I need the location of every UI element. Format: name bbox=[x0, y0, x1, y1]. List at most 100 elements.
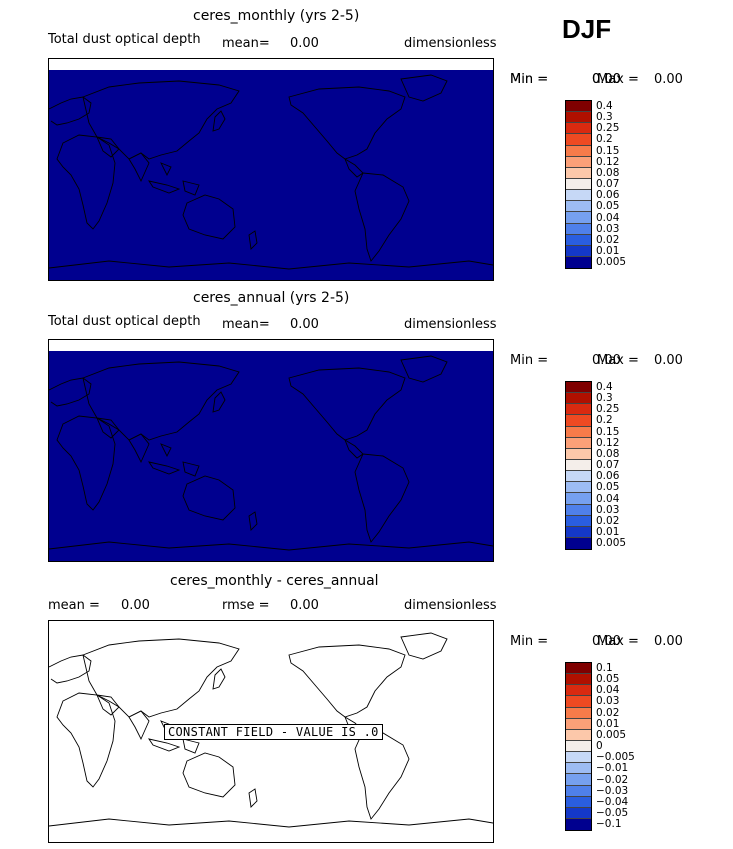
colorbar-tick-label: 0.3 bbox=[596, 392, 613, 405]
colorbar-swatch bbox=[566, 415, 591, 427]
coastline bbox=[49, 260, 493, 270]
coastline bbox=[128, 710, 150, 741]
panel3-rmse-label: rmse = bbox=[222, 598, 270, 613]
season-label: DJF bbox=[562, 14, 612, 44]
colorbar-swatch bbox=[566, 448, 591, 460]
colorbar-swatch bbox=[566, 796, 591, 808]
panel3-min-value: 0.00 bbox=[592, 634, 621, 649]
panel3-colorbar bbox=[565, 662, 592, 832]
coastline bbox=[96, 694, 120, 716]
panel2-map bbox=[48, 339, 494, 562]
coastline bbox=[82, 361, 240, 441]
colorbar-tick-label: 0.4 bbox=[596, 381, 613, 393]
colorbar-tick-label: 0.07 bbox=[596, 459, 620, 472]
panel1-units: dimensionless bbox=[404, 36, 497, 51]
coastline bbox=[288, 367, 406, 441]
colorbar-swatch bbox=[566, 134, 591, 146]
colorbar-tick-label: 0.005 bbox=[596, 728, 627, 741]
panel2-mean-value: 0.00 bbox=[290, 317, 319, 332]
colorbar-tick-label: 0.03 bbox=[596, 695, 620, 708]
colorbar-tick-label: 0.01 bbox=[596, 525, 620, 538]
coastline bbox=[248, 511, 258, 531]
panel1-max-value: 0.00 bbox=[654, 72, 683, 87]
panel1-map bbox=[48, 58, 494, 281]
coastline bbox=[354, 172, 410, 262]
colorbar-swatch bbox=[566, 752, 591, 764]
colorbar-swatch bbox=[566, 493, 591, 505]
coastline bbox=[248, 230, 258, 250]
colorbar-swatch bbox=[566, 256, 591, 269]
panel2-variable: Total dust optical depth bbox=[48, 314, 201, 329]
coastline bbox=[128, 152, 150, 183]
colorbar-tick-label: 0.25 bbox=[596, 122, 620, 135]
colorbar-tick-label: 0.005 bbox=[596, 537, 627, 550]
coastline bbox=[354, 730, 410, 820]
panel1-min-label: Min = bbox=[510, 72, 549, 87]
colorbar-tick-label: 0.02 bbox=[596, 514, 620, 527]
coastline bbox=[400, 74, 448, 102]
colorbar-swatch bbox=[566, 404, 591, 416]
panel2-min-label: Min = bbox=[510, 353, 549, 368]
panel1-title: ceres_monthly (yrs 2-5) bbox=[193, 8, 360, 24]
panel2-max-label: Max = bbox=[597, 353, 639, 368]
colorbar-tick-label: 0.08 bbox=[596, 166, 620, 179]
colorbar-swatch bbox=[566, 537, 591, 550]
panel2-colorbar bbox=[565, 381, 592, 551]
colorbar-swatch bbox=[566, 685, 591, 697]
coastline bbox=[49, 654, 92, 684]
colorbar-swatch bbox=[566, 482, 591, 494]
colorbar-swatch bbox=[566, 123, 591, 135]
colorbar-tick-label: −0.05 bbox=[596, 806, 629, 819]
colorbar-tick-label: 0.12 bbox=[596, 155, 620, 168]
panel3-min-label: Min = bbox=[510, 634, 549, 649]
coastline bbox=[49, 377, 92, 407]
colorbar-swatch bbox=[566, 515, 591, 527]
colorbar-swatch bbox=[566, 178, 591, 191]
colorbar-tick-label: 0.05 bbox=[596, 200, 620, 213]
panel1-field-fill bbox=[49, 70, 493, 280]
colorbar-tick-label: 0.06 bbox=[596, 189, 620, 202]
colorbar-swatch bbox=[566, 234, 591, 246]
coastline bbox=[248, 788, 258, 808]
coastline bbox=[96, 417, 120, 439]
colorbar-swatch bbox=[566, 245, 591, 257]
coastline bbox=[49, 818, 493, 828]
panel2-mean-label: mean= bbox=[222, 317, 270, 332]
coastline bbox=[288, 86, 406, 160]
coastline bbox=[49, 541, 493, 551]
colorbar-tick-label: 0.06 bbox=[596, 470, 620, 483]
colorbar-swatch bbox=[566, 696, 591, 708]
colorbar-swatch bbox=[566, 223, 591, 235]
panel2-max-value: 0.00 bbox=[654, 353, 683, 368]
coastline bbox=[344, 438, 364, 459]
colorbar-swatch bbox=[566, 763, 591, 775]
colorbar-tick-label: 0.02 bbox=[596, 706, 620, 719]
coastline bbox=[82, 638, 240, 718]
panel3-rmse-value: 0.00 bbox=[290, 598, 319, 613]
colorbar-swatch bbox=[566, 393, 591, 405]
colorbar-swatch bbox=[566, 459, 591, 472]
panel2-min-value: 0.00 bbox=[592, 353, 621, 368]
colorbar-tick-label: 0.01 bbox=[596, 244, 620, 257]
coastline bbox=[49, 96, 92, 126]
colorbar-tick-label: −0.03 bbox=[596, 784, 629, 797]
coastline bbox=[56, 692, 116, 788]
panel2-field-fill bbox=[49, 351, 493, 561]
colorbar-tick-label: −0.1 bbox=[596, 818, 622, 831]
colorbar-tick-label: 0.04 bbox=[596, 684, 620, 697]
colorbar-swatch bbox=[566, 112, 591, 124]
colorbar-tick-label: 0.2 bbox=[596, 414, 613, 427]
colorbar-tick-label: −0.005 bbox=[596, 751, 635, 764]
colorbar-tick-label: −0.02 bbox=[596, 773, 629, 786]
colorbar-swatch bbox=[566, 101, 591, 113]
coastline bbox=[182, 194, 236, 240]
colorbar-tick-label: 0.12 bbox=[596, 436, 620, 449]
colorbar-swatch bbox=[566, 190, 591, 202]
colorbar-swatch bbox=[566, 212, 591, 224]
colorbar-tick-label: 0.15 bbox=[596, 425, 620, 438]
coastline bbox=[148, 443, 200, 477]
colorbar-tick-label: 0.25 bbox=[596, 403, 620, 416]
colorbar-tick-label: 0.1 bbox=[596, 662, 613, 674]
colorbar-swatch bbox=[566, 707, 591, 719]
panel1-max-label: Max = bbox=[597, 72, 639, 87]
